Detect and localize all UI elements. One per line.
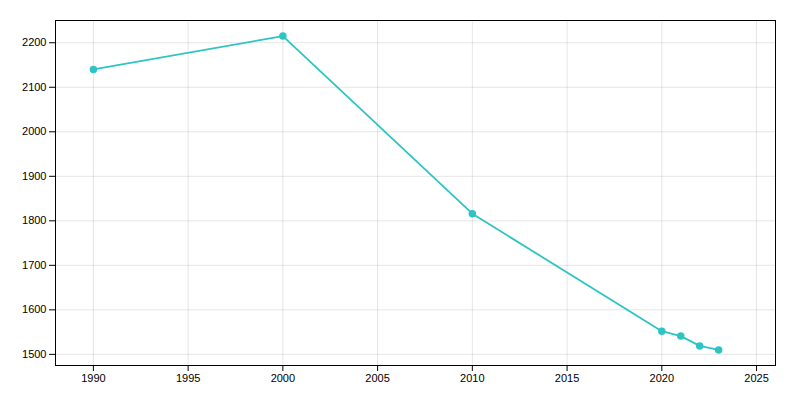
svg-text:1700: 1700	[22, 259, 46, 271]
svg-text:2025: 2025	[744, 372, 768, 384]
svg-text:2000: 2000	[22, 125, 46, 137]
svg-text:2000: 2000	[271, 372, 295, 384]
svg-text:1990: 1990	[81, 372, 105, 384]
svg-text:2005: 2005	[365, 372, 389, 384]
svg-text:2010: 2010	[460, 372, 484, 384]
svg-text:1600: 1600	[22, 303, 46, 315]
svg-text:1500: 1500	[22, 348, 46, 360]
svg-text:1900: 1900	[22, 170, 46, 182]
svg-text:1995: 1995	[176, 372, 200, 384]
svg-text:2100: 2100	[22, 81, 46, 93]
svg-text:2015: 2015	[555, 372, 579, 384]
svg-text:1800: 1800	[22, 214, 46, 226]
svg-text:2020: 2020	[650, 372, 674, 384]
svg-text:2200: 2200	[22, 36, 46, 48]
